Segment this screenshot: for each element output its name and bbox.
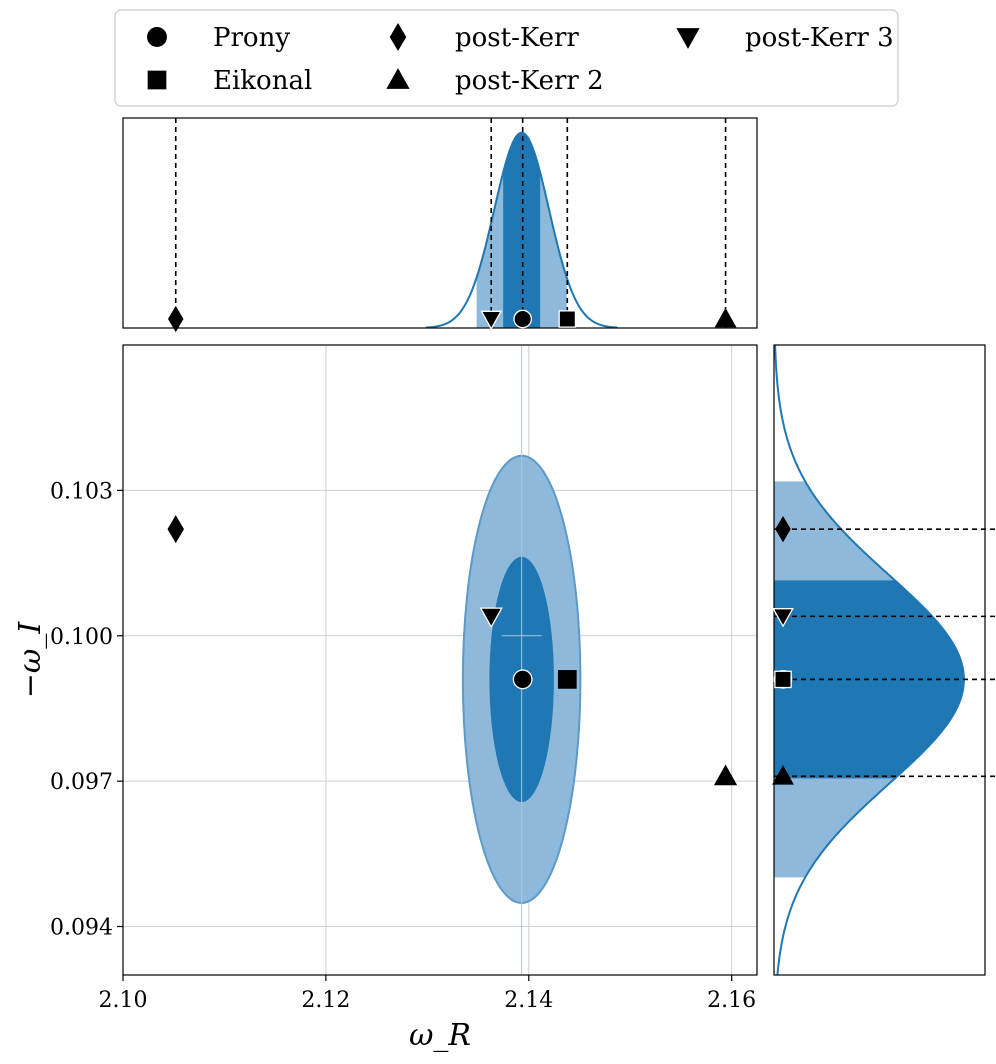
top-marker — [513, 309, 533, 329]
point-post-kerr-2 — [713, 764, 738, 786]
legend-marker-prony — [147, 27, 167, 47]
main-panel: 2.10 2.12 2.14 2.16 0.094 0.097 0.100 0.103 ω_R… — [13, 344, 758, 1053]
right-marginal-frame — [773, 344, 986, 976]
y-tick-label: 0.094 — [50, 916, 113, 941]
legend-marker-post-kerr-3 — [676, 28, 700, 49]
top-marker — [558, 310, 577, 328]
legend-label: post-Kerr 3 — [745, 23, 894, 53]
top-50-band — [503, 132, 541, 328]
legend: Prony Eikonal post-Kerr post-Kerr 2 post-Ker… — [114, 9, 899, 107]
top-marker — [480, 310, 503, 331]
right-marker — [772, 765, 794, 785]
point-post-kerr — [167, 515, 185, 544]
legend-label: Prony — [213, 23, 290, 53]
right-marginal-panel — [772, 344, 996, 976]
point-post-kerr-3 — [479, 607, 503, 629]
main-frame — [122, 344, 758, 976]
top-marginal-frame — [122, 117, 758, 329]
x-axis-label: ω_R — [409, 1018, 471, 1053]
legend-label: post-Kerr 2 — [455, 66, 604, 96]
legend-marker-post-kerr-2 — [386, 68, 410, 89]
x-tick-label: 2.14 — [504, 988, 553, 1013]
x-tick-label: 2.12 — [301, 988, 350, 1013]
y-tick-label: 0.097 — [50, 770, 113, 795]
legend-frame — [114, 9, 899, 107]
legend-label: Eikonal — [213, 66, 312, 96]
point-prony — [512, 669, 533, 690]
legend-marker-eikonal — [147, 70, 167, 90]
right-density-curve — [774, 345, 965, 975]
right-marker — [775, 515, 791, 543]
x-tick-label: 2.16 — [707, 988, 756, 1013]
legend-marker-post-kerr — [389, 22, 407, 52]
legend-label: post-Kerr — [455, 23, 579, 53]
top-marker — [714, 307, 737, 328]
y-tick-label: 0.100 — [50, 625, 113, 650]
top-marginal-panel — [122, 117, 758, 333]
top-density-curve — [425, 131, 618, 328]
x-tick-label: 2.10 — [99, 988, 148, 1013]
top-marker — [167, 305, 184, 333]
right-marker — [772, 608, 794, 628]
y-axis-label: −ω_I — [13, 621, 48, 699]
y-tick-label: 0.103 — [50, 479, 113, 504]
point-eikonal — [557, 670, 577, 689]
right-marker — [774, 670, 792, 689]
